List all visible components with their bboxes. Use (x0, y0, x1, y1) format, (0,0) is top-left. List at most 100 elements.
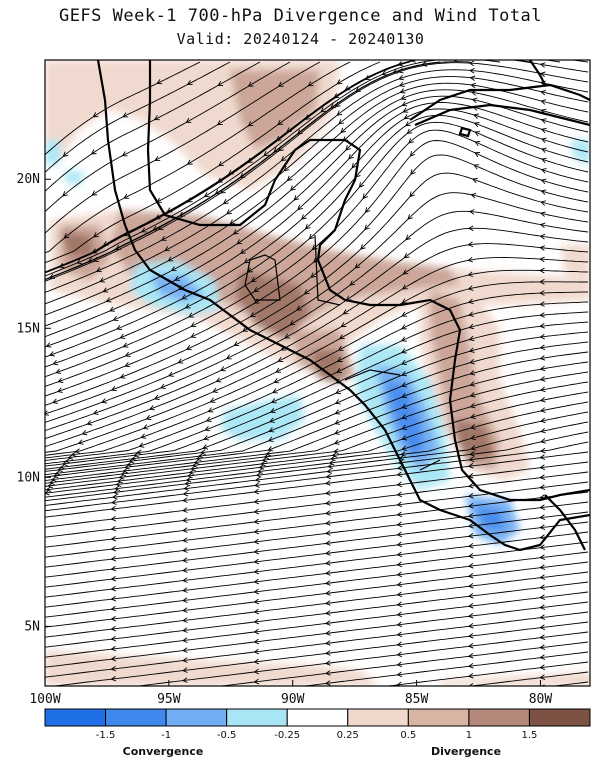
streamline-arrow (200, 449, 206, 456)
streamline (45, 172, 589, 415)
streamline-arrow (470, 445, 477, 451)
convergence-label: Convergence (123, 745, 204, 758)
streamline (45, 140, 589, 397)
streamline-arrow (539, 222, 546, 229)
streamline-arrow (110, 615, 117, 622)
streamline-arrow (140, 433, 147, 439)
streamline-arrow (57, 387, 63, 393)
streamline-arrow (304, 114, 311, 120)
streamline-arrow (469, 54, 474, 59)
streamline-arrow (400, 359, 407, 365)
streamline (45, 108, 589, 358)
colorbar-tick-label: -1.5 (96, 730, 116, 741)
streamline-arrow (166, 207, 173, 213)
streamline-arrow (324, 630, 331, 636)
streamline-arrow (340, 322, 347, 328)
streamline-arrow (539, 333, 546, 340)
streamline-arrow (120, 470, 127, 477)
streamline-arrow (467, 623, 474, 629)
streamline-arrow (102, 287, 109, 293)
streamline-arrow (216, 120, 223, 126)
streamline-arrow (335, 388, 342, 395)
streamline (45, 121, 589, 378)
streamline-arrow (233, 341, 240, 347)
streamline-arrow (160, 235, 167, 241)
streamline-arrow (470, 82, 476, 89)
streamline-arrow (467, 285, 474, 291)
streamline-arrow (207, 407, 214, 413)
streamline-arrow (540, 127, 547, 134)
streamline (45, 481, 589, 548)
streamline (45, 60, 501, 277)
streamline-arrow (401, 371, 407, 377)
streamline-arrow (396, 641, 403, 648)
streamline-arrow (539, 301, 545, 307)
streamline (45, 581, 589, 648)
streamline-arrow (225, 354, 232, 360)
streamline-arrow (188, 312, 194, 318)
streamline (45, 114, 589, 368)
streamline-arrow (286, 127, 292, 133)
streamline-arrow (400, 336, 407, 342)
streamline-arrow (539, 544, 546, 551)
streamline-arrow (396, 511, 403, 518)
streamline-arrow (124, 351, 131, 357)
streamline-arrow (354, 86, 361, 92)
streamline-arrow (153, 115, 160, 121)
streamline-arrow (326, 468, 333, 474)
streamline-arrow (181, 577, 188, 583)
streamline-arrow (49, 351, 55, 357)
streamline-arrow (112, 315, 119, 322)
streamline-arrow (324, 650, 331, 656)
streamline (45, 257, 589, 453)
streamline-arrow (253, 598, 260, 605)
streamline-arrow (304, 223, 311, 230)
streamline-arrow (348, 153, 354, 160)
streamline (45, 501, 589, 568)
streamline-arrow (539, 574, 546, 581)
streamline-arrow (64, 458, 71, 464)
streamline (384, 661, 589, 686)
streamline-arrow (469, 370, 476, 376)
streamline-arrow (215, 377, 222, 383)
streamline-arrow (184, 303, 191, 309)
streamline-arrow (396, 601, 403, 608)
streamline-arrow (327, 463, 334, 470)
streamline-arrow (212, 387, 219, 393)
streamline-arrow (115, 685, 116, 686)
streamline-arrow (77, 439, 84, 445)
streamline-arrow (128, 458, 135, 464)
streamline (45, 61, 261, 192)
streamline-arrow (310, 272, 317, 278)
streamline-arrow (253, 628, 260, 635)
colorbar-swatch (468, 708, 530, 727)
streamline-arrow (540, 189, 547, 195)
colorbar-tick-label: -0.25 (274, 730, 300, 741)
streamline-arrow (358, 182, 365, 188)
streamline-arrow (181, 667, 188, 673)
streamline-arrow (253, 668, 260, 675)
streamline-arrow (467, 463, 474, 469)
divergence-label: Divergence (431, 745, 501, 758)
streamline-arrow (396, 465, 403, 471)
streamline (45, 491, 589, 558)
streamline-arrow (308, 233, 315, 240)
streamline-arrow (300, 214, 307, 220)
chart-subtitle: Valid: 20240124 - 20240130 (176, 30, 425, 48)
streamline-arrow (289, 320, 296, 326)
streamline-arrow (539, 386, 546, 393)
streamline-arrow (243, 258, 250, 264)
x-tick-label: 100W (29, 692, 60, 707)
streamline-arrow (204, 426, 211, 432)
streamline-arrow (401, 424, 408, 431)
streamline-arrow (396, 501, 403, 508)
streamline-arrow (253, 578, 260, 585)
streamline-arrow (467, 533, 474, 539)
streamline (45, 511, 589, 578)
streamline-arrow (468, 60, 475, 67)
streamline (45, 391, 589, 491)
streamline-arrow (320, 107, 326, 113)
streamline-arrow (47, 482, 53, 489)
streamline-arrow (474, 152, 481, 158)
streamline-arrow (253, 548, 260, 555)
